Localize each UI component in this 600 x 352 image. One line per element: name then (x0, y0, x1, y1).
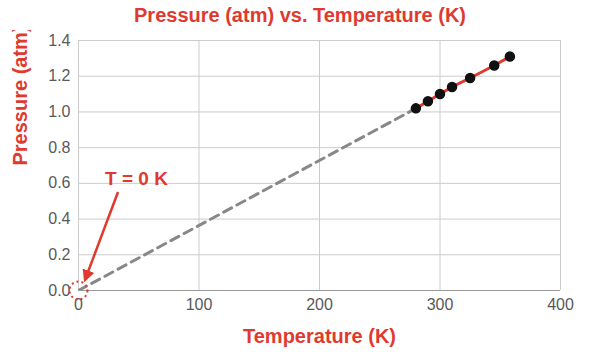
svg-text:Pressure (atm): Pressure (atm) (9, 30, 31, 166)
svg-text:0.2: 0.2 (48, 246, 70, 263)
html-text:Pressure (atm) vs. Temperature: Pressure (atm) vs. Temperature (K) (134, 4, 466, 26)
svg-text:0.0: 0.0 (48, 282, 70, 299)
svg-text:0: 0 (74, 295, 83, 313)
svg-text:0.4: 0.4 (48, 210, 70, 227)
svg-text:0.8: 0.8 (48, 139, 70, 156)
svg-text:Temperature (K): Temperature (K) (243, 325, 396, 347)
svg-text:1.0: 1.0 (48, 103, 70, 120)
svg-text:400: 400 (547, 296, 574, 313)
svg-text:1.2: 1.2 (48, 67, 70, 84)
svg-text:200: 200 (306, 296, 333, 313)
svg-text:300: 300 (427, 296, 454, 313)
svg-text:0.6: 0.6 (48, 174, 70, 191)
svg-text:T = 0 K: T = 0 K (105, 168, 168, 189)
svg-text:1.4: 1.4 (48, 32, 70, 49)
svg-text:100: 100 (186, 296, 213, 313)
